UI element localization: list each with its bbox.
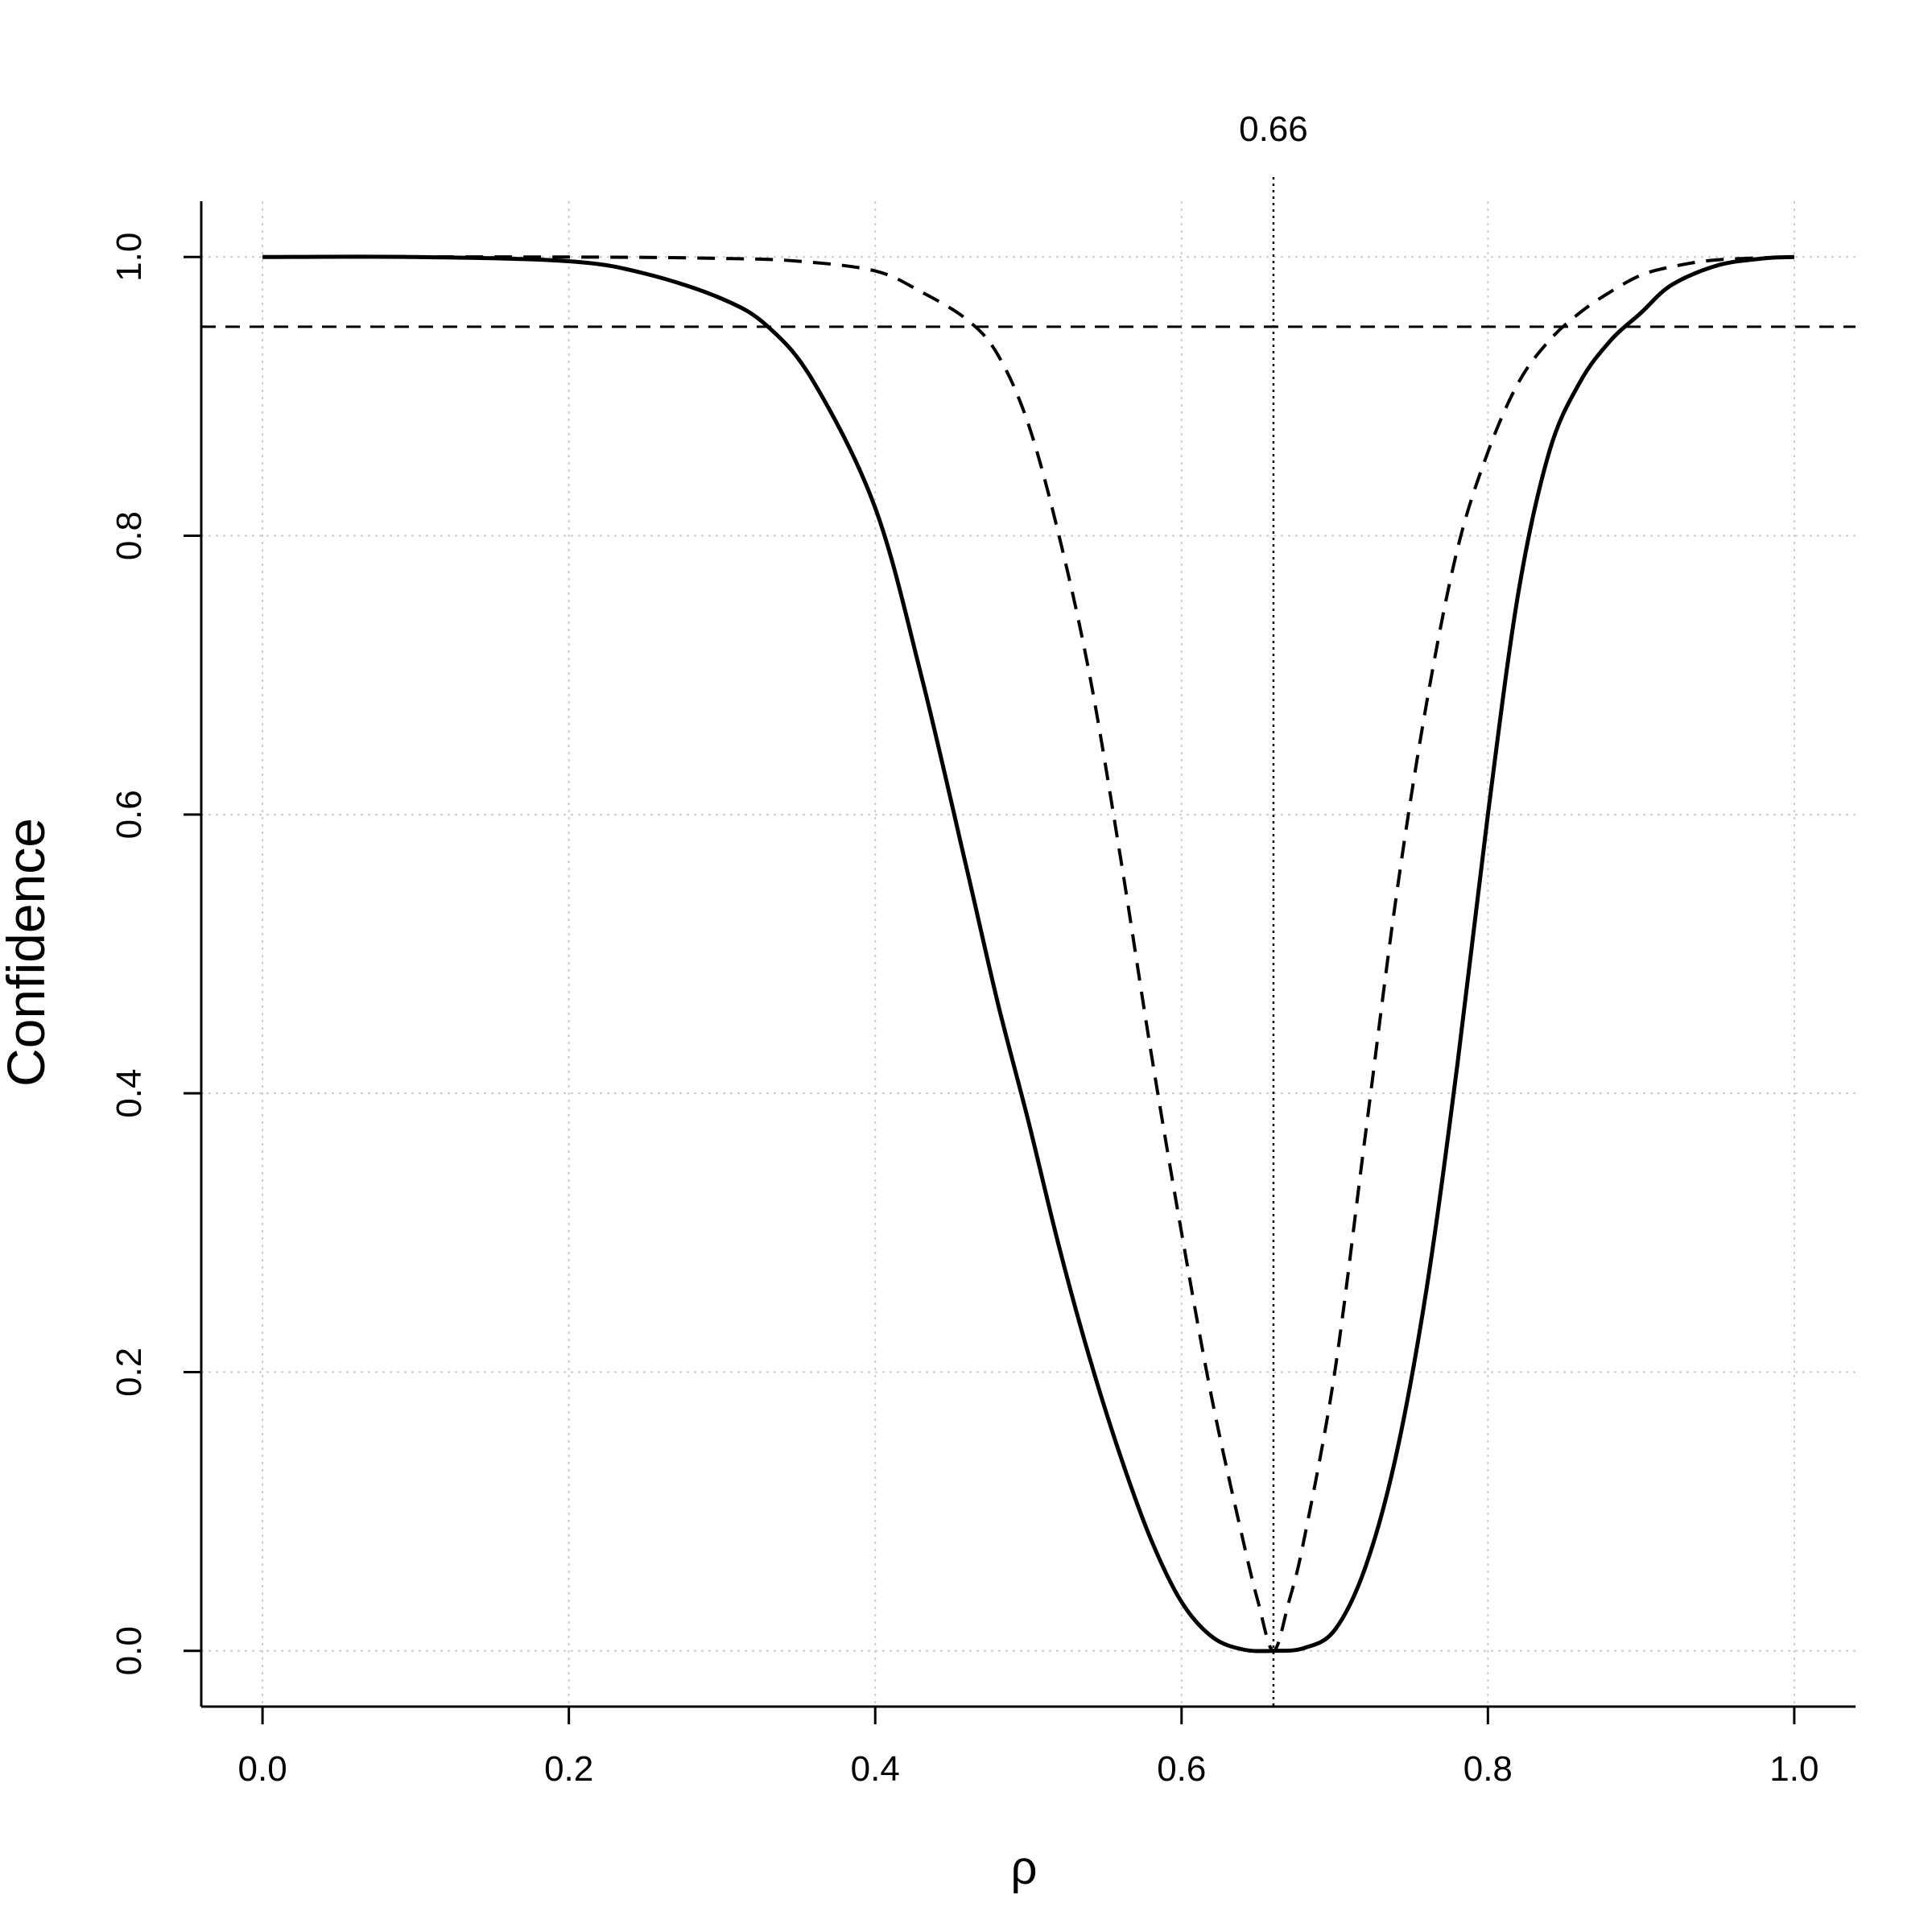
x-tick-label-1: 0.2 — [544, 1749, 593, 1789]
y-axis-title: Confidence — [0, 818, 56, 1087]
grid — [201, 201, 1856, 1707]
series-line-solid — [262, 254, 1794, 1653]
reference-lines — [201, 177, 1856, 1707]
x-tick-label-5: 1.0 — [1769, 1749, 1818, 1789]
y-tick-label-1: 0.2 — [109, 1348, 149, 1397]
series-layer — [262, 254, 1794, 1653]
vertical-line-label: 0.66 — [1239, 109, 1308, 149]
y-tick-label-0: 0.0 — [109, 1626, 149, 1675]
x-axis-ticks: 0.0 0.2 0.4 0.6 0.8 1.0 — [238, 1707, 1818, 1789]
y-tick-label-2: 0.4 — [109, 1069, 149, 1118]
x-tick-label-2: 0.4 — [851, 1749, 900, 1789]
y-tick-label-5: 1.0 — [109, 233, 149, 282]
x-tick-label-0: 0.0 — [238, 1749, 287, 1789]
axes — [200, 201, 1856, 1708]
x-tick-label-4: 0.8 — [1463, 1749, 1513, 1789]
y-axis-ticks: 0.0 0.2 0.4 0.6 0.8 1.0 — [109, 233, 201, 1675]
x-tick-label-3: 0.6 — [1157, 1749, 1206, 1789]
x-axis-title: ρ — [1011, 1842, 1038, 1894]
y-tick-label-3: 0.6 — [109, 790, 149, 839]
series-line-dashed — [262, 255, 1794, 1653]
y-tick-label-4: 0.8 — [109, 511, 149, 560]
